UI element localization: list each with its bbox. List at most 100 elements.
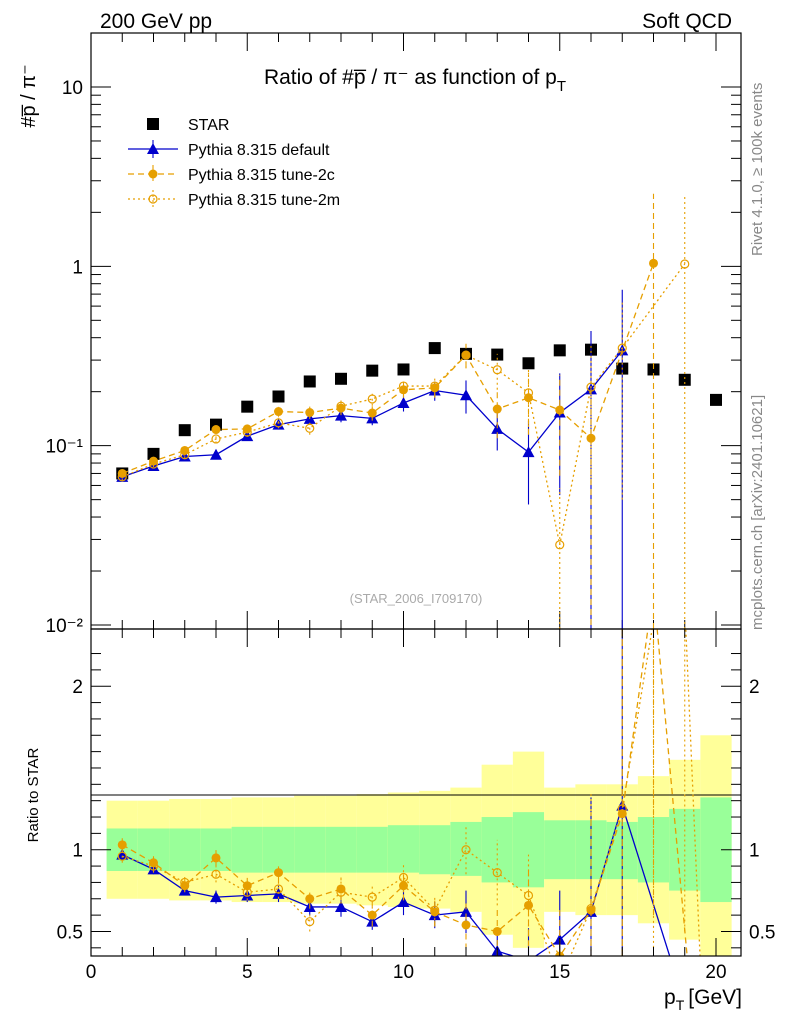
ratio-y-tick-label: 0.5 [57, 922, 83, 943]
main-s3-point [336, 401, 346, 411]
ratio-axis-ticks: 0.5 0.51 12 20 5 10 15 20 [57, 629, 775, 983]
band-inner [262, 826, 295, 873]
ratio-frame [90, 628, 742, 957]
ratio-s2-point [398, 872, 409, 883]
legend-label: Pythia 8.315 default [188, 142, 330, 159]
ratio-s2-line [122, 629, 701, 956]
ratio-panel: 0.5 0.51 12 20 5 10 15 20 Ratio to STAR pT [GeV] [25, 628, 775, 1013]
ratio-plot-data [116, 629, 704, 969]
main-s3-point [523, 388, 534, 398]
ratio-s1-point [683, 960, 692, 969]
main-s3-point [117, 472, 127, 482]
band-inner [419, 825, 451, 875]
main-s2-point [586, 433, 596, 443]
main-plot-data [116, 193, 722, 629]
band-inner [294, 826, 326, 873]
header-left: 200 GeV pp [100, 10, 212, 33]
main-s2-point [461, 350, 471, 360]
ratio-s2-point [117, 851, 127, 861]
ratio-s0-point [116, 848, 129, 860]
ratio-s1-point [211, 853, 221, 863]
main-s2-point [649, 258, 658, 268]
main-s3-point [461, 350, 471, 360]
ratio-s1-point [336, 884, 346, 894]
ratio-s2-point [148, 861, 159, 871]
main-s2-point [305, 408, 315, 418]
ratio-y-tick-label-right: 1 [749, 841, 760, 862]
band-inner [169, 828, 201, 871]
ratio-s0-line [121, 803, 671, 956]
legend-marker [147, 118, 159, 130]
y-tick-label: 10 [62, 78, 83, 99]
x-tick-label: 5 [242, 962, 253, 983]
main-s3-point [430, 381, 440, 391]
ratio-s2-point [305, 917, 315, 927]
ratio-s1-point [461, 920, 471, 930]
legend-label: STAR [188, 117, 229, 134]
main-s3-point [211, 434, 221, 444]
main-s3-point [617, 343, 627, 353]
main-s2-point [274, 407, 283, 417]
main-s3-point [305, 423, 315, 433]
main-s2-point [524, 393, 533, 403]
ratio-s2-point [430, 905, 440, 915]
main-s1-point [460, 389, 472, 401]
main-s3-point [492, 365, 502, 375]
main-s3-point [555, 540, 565, 550]
ratio-s1-point [242, 881, 252, 891]
main-s3-point [180, 450, 190, 460]
legend-label: Pythia 8.315 tune-2m [188, 192, 340, 209]
main-s0-point [710, 393, 722, 406]
ratio-s2-point [523, 890, 534, 901]
ratio-y-tick-label-right: 2 [749, 677, 760, 698]
main-s3-point [148, 459, 159, 469]
main-s0-point [303, 375, 316, 388]
ratio-ylabel: Ratio to STAR [25, 747, 42, 842]
main-s2-point [211, 425, 221, 435]
ratio-s2-point [180, 877, 190, 888]
ratio-s1-point [492, 926, 502, 936]
watermark: (STAR_2006_I709170) [350, 591, 483, 606]
main-s2-point [555, 405, 565, 415]
y-tick-label: 10⁻¹ [46, 437, 84, 458]
ratio-s1-point [367, 910, 377, 920]
band-inner [387, 825, 420, 873]
ratio-y-tick-label: 2 [72, 677, 83, 698]
main-s0-point [553, 344, 566, 357]
main-s3-point [586, 382, 596, 392]
main-s2-line [122, 263, 655, 475]
main-s0-point [647, 363, 660, 376]
header-right: Soft QCD [642, 10, 732, 33]
x-tick-label: 20 [705, 962, 726, 983]
main-axis-ticks: 10 1 10⁻¹ 10⁻² [46, 32, 741, 637]
main-s3-point [398, 381, 409, 391]
main-s0-point [178, 424, 191, 437]
ratio-y-tick-label-right: 0.5 [749, 922, 775, 943]
ratio-s0-point [397, 896, 410, 908]
ratio-s2-point [696, 960, 704, 968]
main-s0-point [335, 372, 347, 385]
main-s1-point [522, 446, 535, 458]
x-axis-label: pT [GeV] [664, 986, 742, 1013]
main-s2-point [336, 403, 346, 413]
legend-label: Pythia 8.315 tune-2c [188, 167, 335, 184]
main-s1-point [585, 383, 597, 395]
main-s3-point [273, 418, 284, 428]
main-s1-point [272, 418, 285, 430]
main-s0-point [272, 390, 285, 403]
main-s0-point [522, 357, 535, 370]
ratio-y-tick-label: 1 [72, 841, 83, 862]
ratio-s2-point [617, 804, 627, 814]
main-panel: 10 1 10⁻¹ 10⁻² Ratio of #p̅ / π⁻ as functio… [18, 32, 742, 637]
main-s0-point [678, 373, 691, 386]
ratio-s2-point [242, 887, 252, 897]
y-tick-label: 1 [72, 257, 83, 278]
main-ylabel: #p̅ / π⁻ [18, 64, 40, 127]
main-s1-point [335, 409, 347, 421]
main-s0-point [241, 400, 254, 413]
x-tick-label: 0 [86, 962, 97, 983]
main-title: Ratio of #p̅ / π⁻ as function of pT [264, 66, 566, 95]
legend-marker [148, 169, 158, 179]
band-inner [325, 826, 357, 873]
